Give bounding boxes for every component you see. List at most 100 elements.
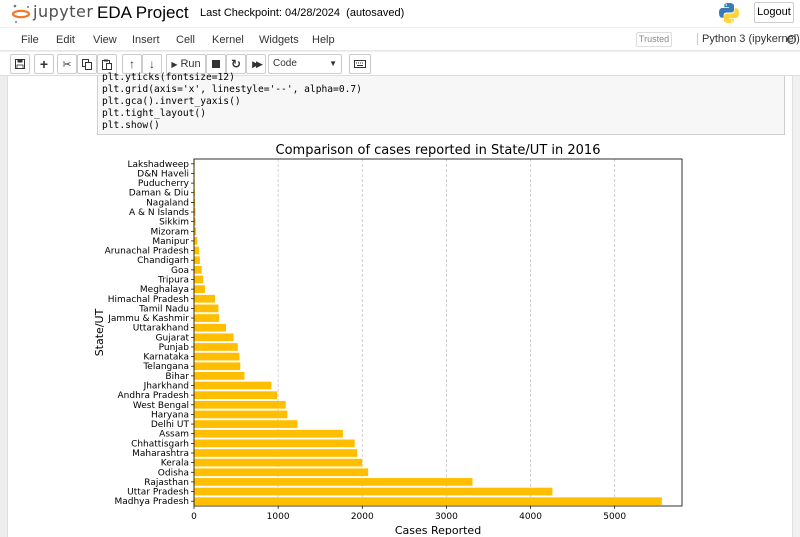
menu-kernel[interactable]: Kernel [212, 34, 244, 46]
fast-forward-icon: ▶▶ [252, 58, 263, 69]
kernel-name[interactable]: Python 3 (ipykernel) [697, 33, 800, 45]
bar [194, 294, 216, 303]
jupyter-logo-icon[interactable] [11, 3, 91, 25]
y-tick-label: Nagaland [146, 198, 189, 208]
x-tick-label: 2000 [351, 512, 374, 522]
menu-help[interactable]: Help [312, 34, 335, 46]
x-tick-label: 0 [191, 512, 197, 522]
menu-edit[interactable]: Edit [56, 34, 75, 46]
scrollbar[interactable] [793, 76, 800, 537]
bar [194, 333, 234, 342]
restart-button[interactable]: ↻ [226, 54, 246, 74]
x-tick-label: 5000 [603, 512, 626, 522]
menu-cell[interactable]: Cell [176, 34, 195, 46]
cut-button[interactable]: ✂ [57, 54, 77, 74]
menu-view[interactable]: View [93, 34, 117, 46]
bar [194, 439, 355, 448]
y-tick-label: Maharashtra [132, 449, 189, 459]
bar [194, 478, 473, 486]
cell-type-select[interactable]: Code ▼ [268, 54, 342, 74]
bar [194, 381, 272, 390]
bar [194, 217, 196, 226]
copy-icon [82, 58, 92, 70]
bar [194, 188, 195, 197]
x-axis-label: Cases Reported [395, 524, 481, 535]
bar [194, 429, 343, 438]
y-tick-label: Assam [159, 430, 189, 440]
command-palette-button[interactable] [349, 54, 371, 74]
bar [194, 285, 205, 293]
paste-icon [102, 59, 112, 70]
play-icon: ▶ [171, 59, 178, 69]
bar [194, 323, 226, 332]
checkpoint-label: Last Checkpoint: 04/28/2024 [200, 7, 341, 19]
bar [194, 237, 198, 245]
autosave-status: (autosaved) [346, 7, 405, 19]
logout-button[interactable]: Logout [754, 2, 794, 23]
bar [194, 497, 662, 506]
toolbar: + ✂ ↑ ↓ ▶ Run ↻ ▶▶ Code ▼ [0, 52, 800, 76]
y-tick-label: Manipur [152, 237, 189, 247]
y-tick-label: A & N Islands [129, 208, 189, 218]
trusted-badge[interactable]: Trusted [636, 32, 672, 47]
y-tick-label: Uttar Pradesh [127, 488, 189, 498]
save-icon [15, 59, 25, 69]
restart-icon: ↻ [230, 57, 242, 71]
notebook-container[interactable]: plt.yticks(fontsize=12) plt.grid(axis='x… [0, 72, 800, 537]
y-tick-label: Rajasthan [144, 478, 189, 488]
chart-title: Comparison of cases reported in State/UT… [276, 143, 601, 158]
code-line: plt.show() [102, 120, 160, 131]
insert-cell-button[interactable]: + [34, 54, 54, 74]
bar [194, 468, 369, 477]
copy-button[interactable] [77, 54, 97, 74]
y-tick-label: Odisha [158, 468, 189, 478]
stop-icon [212, 60, 220, 68]
y-tick-label: Arunachal Pradesh [105, 247, 189, 257]
bar [194, 265, 202, 274]
restart-run-all-button[interactable]: ▶▶ [246, 54, 266, 74]
y-tick-label: Meghalaya [140, 285, 189, 295]
interrupt-button[interactable] [206, 54, 226, 74]
run-label: Run [180, 58, 201, 70]
y-tick-label: Tamil Nadu [138, 304, 189, 314]
code-line-text: plt.grid(axis='x', linestyle='--', alpha… [102, 84, 362, 95]
save-button[interactable] [10, 54, 30, 74]
code-editor[interactable]: plt.yticks(fontsize=12) plt.grid(axis='x… [97, 72, 785, 135]
cell-type-value: Code [273, 58, 297, 69]
y-tick-label: Madhya Pradesh [114, 497, 189, 507]
arrow-up-icon: ↑ [129, 57, 135, 71]
code-line-text: plt.tight_layout() [102, 108, 206, 119]
chevron-down-icon: ▼ [329, 59, 337, 68]
y-axis-label: State/UT [93, 308, 106, 356]
menu-file[interactable]: File [21, 34, 39, 46]
menu-insert[interactable]: Insert [132, 34, 160, 46]
y-tick-label: Jharkhand [143, 382, 189, 392]
x-tick-label: 1000 [267, 512, 290, 522]
code-cell[interactable]: plt.yticks(fontsize=12) plt.grid(axis='x… [7, 72, 793, 537]
python-icon [719, 3, 739, 23]
y-tick-label: Puducherry [138, 179, 190, 189]
bar [194, 304, 219, 313]
bar [194, 352, 240, 361]
menu-widgets[interactable]: Widgets [259, 34, 299, 46]
move-down-button[interactable]: ↓ [142, 54, 162, 74]
jupyter-logo-text[interactable]: jupyter [33, 2, 94, 21]
bar [194, 400, 286, 409]
bar [194, 256, 200, 265]
plus-icon: + [39, 56, 49, 72]
y-tick-label: West Bengal [133, 401, 189, 411]
run-button[interactable]: ▶ Run [166, 54, 206, 74]
bar [194, 227, 197, 236]
code-line: plt.tight_layout() [102, 108, 206, 119]
scissors-icon: ✂ [62, 58, 72, 71]
bar [194, 391, 278, 400]
x-tick-label: 4000 [519, 512, 542, 522]
bar [194, 275, 204, 284]
paste-button[interactable] [97, 54, 117, 74]
header: jupyter EDA Project Last Checkpoint: 04/… [0, 0, 800, 27]
y-tick-label: Tripura [157, 275, 189, 285]
move-up-button[interactable]: ↑ [122, 54, 142, 74]
notebook-name[interactable]: EDA Project [97, 3, 189, 22]
